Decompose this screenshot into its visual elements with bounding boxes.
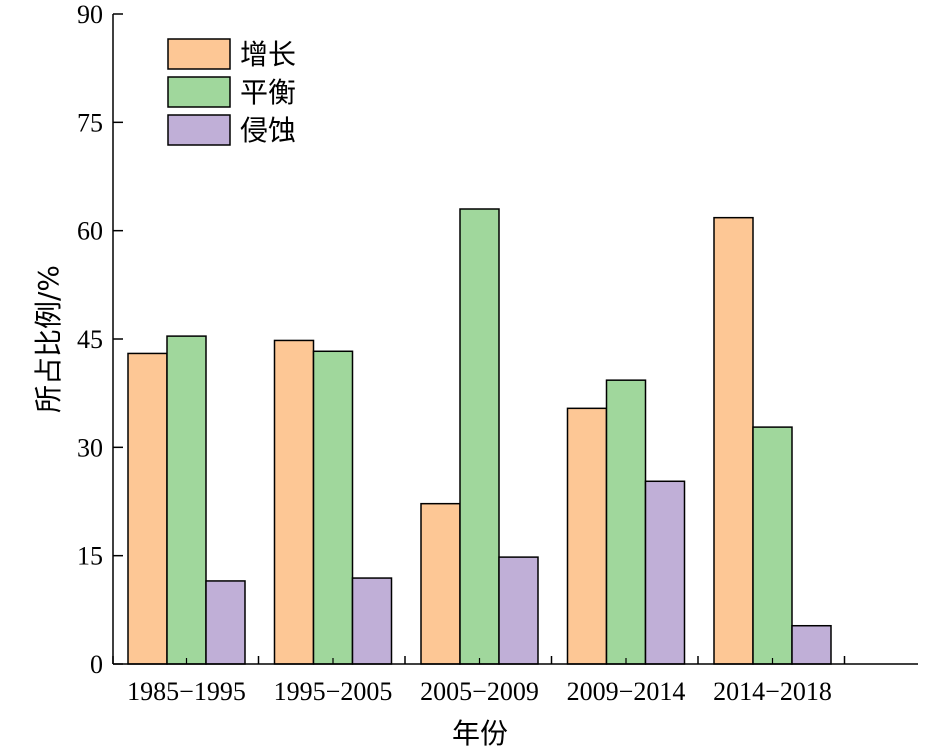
x-tick-label: 1995−2005 xyxy=(274,677,393,706)
bar-2-2 xyxy=(312,350,354,665)
bar-3-4 xyxy=(644,480,686,665)
y-tick-label: 30 xyxy=(77,433,103,462)
legend-swatch-3 xyxy=(167,114,231,146)
x-tick-label: 2009−2014 xyxy=(567,677,686,706)
bar-3-2 xyxy=(351,577,393,665)
bar-2-3 xyxy=(459,208,500,665)
legend-swatch-2 xyxy=(167,76,231,108)
bar-2-5 xyxy=(752,426,793,665)
x-tick-label: 2014−2018 xyxy=(713,677,832,706)
legend-label-2: 平衡 xyxy=(240,76,296,109)
bar-3-1 xyxy=(205,580,246,665)
x-axis-title: 年份 xyxy=(452,717,508,750)
legend-swatch-1 xyxy=(167,38,231,70)
y-tick-label: 75 xyxy=(77,108,103,137)
legend-label-1: 增长 xyxy=(240,38,296,71)
bar-3-5 xyxy=(791,624,832,665)
y-axis-title: 所占比例/% xyxy=(32,265,65,413)
x-tick-label: 1985−1995 xyxy=(127,677,246,706)
bar-2-1 xyxy=(166,335,207,665)
y-tick-label: 15 xyxy=(77,542,103,571)
y-ticks: 0 15 30 45 60 75 90 xyxy=(77,0,123,679)
y-tick-label: 0 xyxy=(90,650,103,679)
y-tick-label: 90 xyxy=(77,0,103,29)
bar-1-3 xyxy=(420,502,461,665)
bar-1-1 xyxy=(127,352,168,665)
bar-1-5 xyxy=(713,216,754,665)
y-tick-label: 60 xyxy=(77,217,103,246)
x-ticks: 1985−1995 1995−2005 2005−2009 2009−2014 2014… xyxy=(112,656,846,706)
bar-1-2 xyxy=(273,339,315,665)
bar-3-3 xyxy=(498,556,539,665)
y-tick-label: 45 xyxy=(77,325,103,354)
bars-layer xyxy=(127,208,832,665)
x-tick-label: 2005−2009 xyxy=(420,677,539,706)
bar-1-4 xyxy=(566,407,608,665)
bar-2-4 xyxy=(605,379,647,665)
legend-label-3: 侵蚀 xyxy=(240,114,296,147)
